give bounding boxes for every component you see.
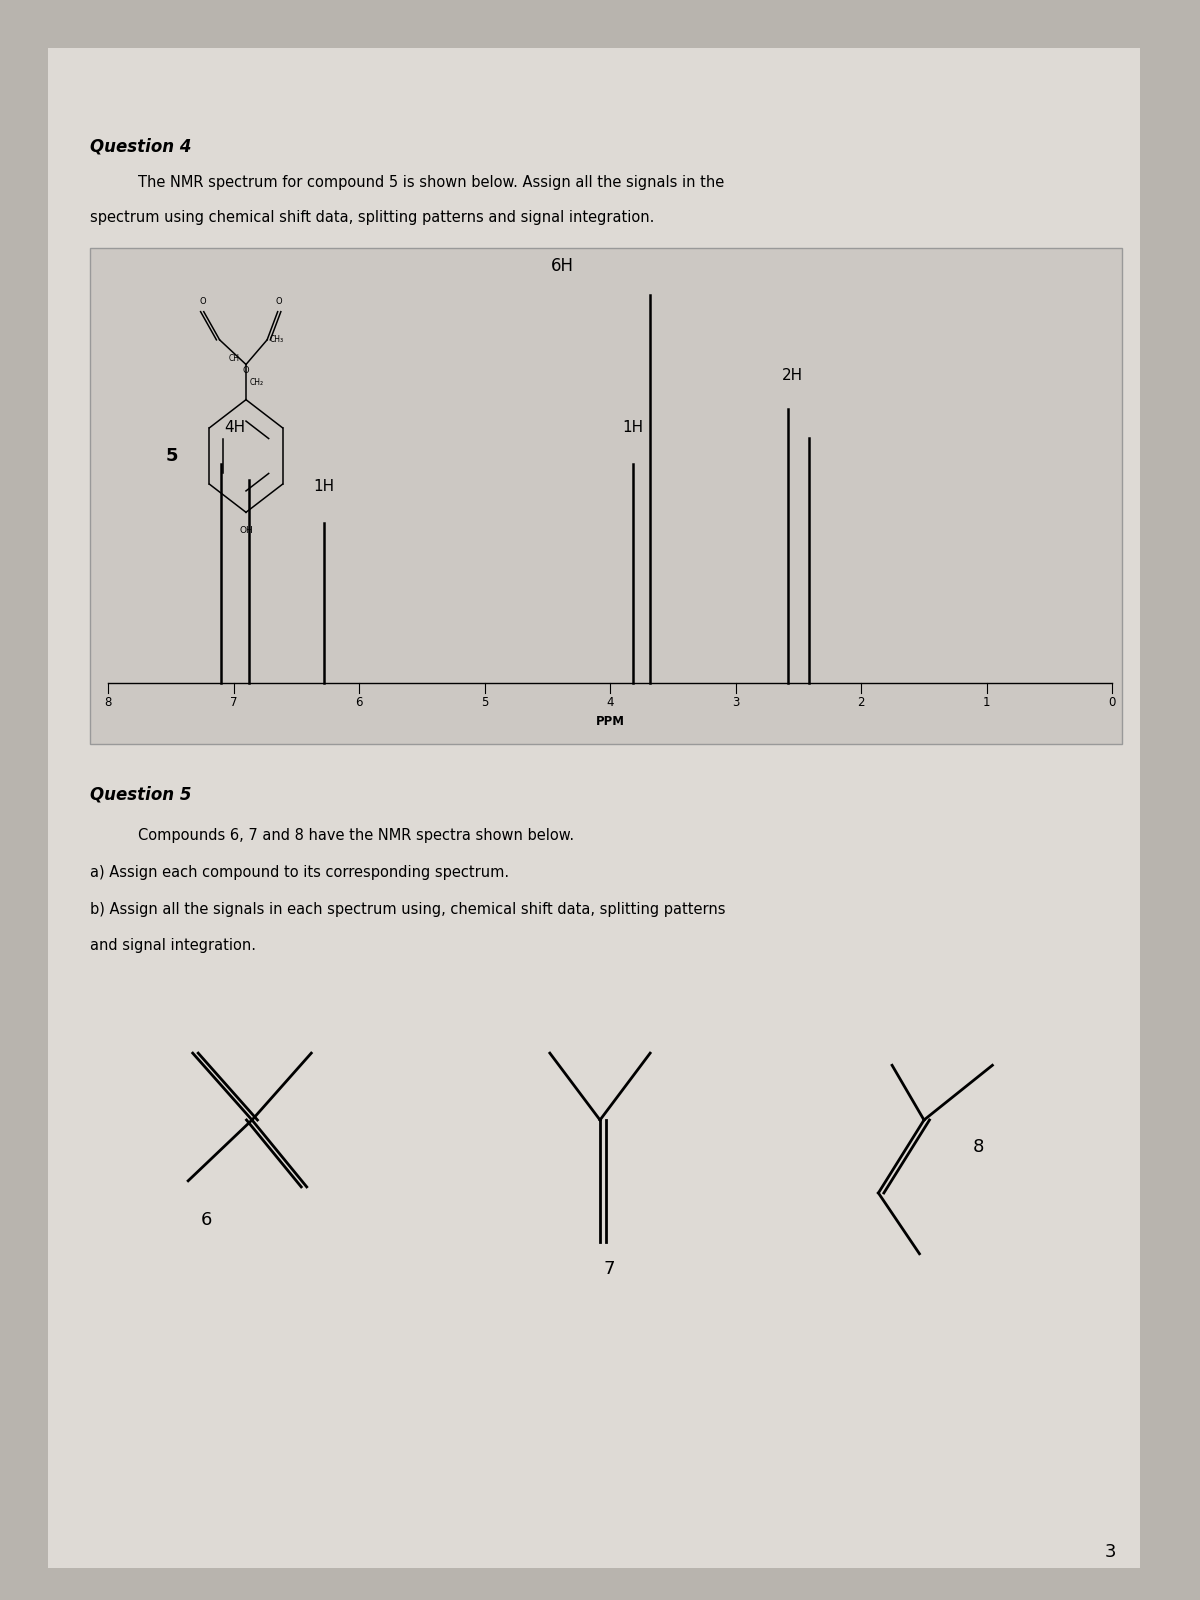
Text: PPM: PPM — [595, 715, 625, 728]
Text: CH₃: CH₃ — [270, 336, 284, 344]
Text: Question 4: Question 4 — [90, 138, 192, 157]
Text: O: O — [276, 298, 282, 307]
Text: 6: 6 — [200, 1211, 212, 1229]
Text: 0: 0 — [1109, 696, 1116, 709]
Text: 1: 1 — [983, 696, 991, 709]
Text: b) Assign all the signals in each spectrum using, chemical shift data, splitting: b) Assign all the signals in each spectr… — [90, 902, 726, 917]
Text: 7: 7 — [229, 696, 238, 709]
Text: O: O — [199, 298, 205, 307]
Text: 2H: 2H — [781, 368, 803, 382]
Text: 6H: 6H — [551, 258, 574, 275]
Bar — [90, 248, 1122, 744]
Text: 6: 6 — [355, 696, 362, 709]
Text: 1H: 1H — [623, 419, 643, 435]
Text: and signal integration.: and signal integration. — [90, 938, 256, 954]
Text: Question 5: Question 5 — [90, 786, 192, 803]
Text: 5: 5 — [166, 446, 179, 466]
Text: CH: CH — [229, 354, 240, 363]
Text: 2: 2 — [858, 696, 865, 709]
Text: 5: 5 — [481, 696, 488, 709]
Text: 3: 3 — [1104, 1542, 1116, 1562]
Text: Compounds 6, 7 and 8 have the NMR spectra shown below.: Compounds 6, 7 and 8 have the NMR spectr… — [138, 829, 574, 843]
Text: CH₂: CH₂ — [250, 378, 264, 387]
Text: spectrum using chemical shift data, splitting patterns and signal integration.: spectrum using chemical shift data, spli… — [90, 211, 654, 226]
Text: The NMR spectrum for compound 5 is shown below. Assign all the signals in the: The NMR spectrum for compound 5 is shown… — [138, 176, 725, 190]
Text: 8: 8 — [973, 1138, 984, 1157]
Text: 7: 7 — [604, 1259, 614, 1278]
Text: 4H: 4H — [224, 419, 245, 435]
Text: 8: 8 — [104, 696, 112, 709]
Text: 3: 3 — [732, 696, 739, 709]
Text: 1H: 1H — [313, 478, 335, 494]
Text: a) Assign each compound to its corresponding spectrum.: a) Assign each compound to its correspon… — [90, 864, 509, 880]
Text: 4: 4 — [606, 696, 614, 709]
Text: O: O — [242, 366, 250, 376]
Text: OH: OH — [239, 526, 253, 536]
